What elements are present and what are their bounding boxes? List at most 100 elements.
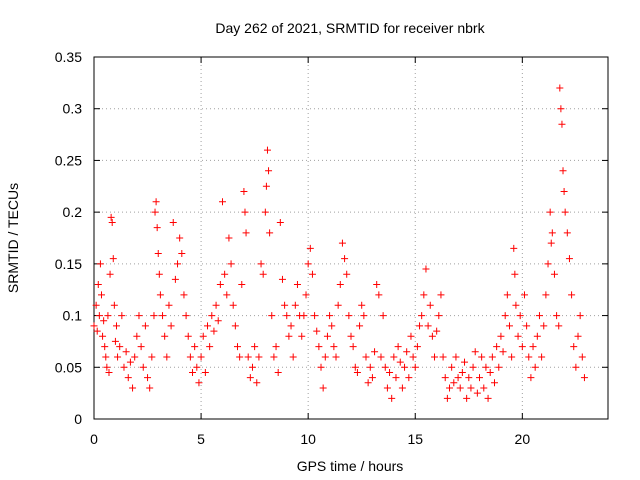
data-point [285,332,293,340]
data-point [92,301,100,309]
data-point [126,358,134,366]
data-point [313,327,321,335]
data-point [304,260,312,268]
data-point [219,198,226,206]
data-point [221,270,229,278]
data-point [338,239,346,247]
y-tick-label: 0 [74,411,82,427]
data-point [96,260,104,268]
data-point [426,301,434,309]
data-point [547,239,555,247]
data-point [456,384,464,392]
data-point [223,291,231,299]
data-point [416,322,424,330]
data-point [90,322,98,330]
data-point [578,353,586,361]
data-point [495,363,503,371]
data-point [153,224,161,232]
data-point [191,343,199,351]
data-point [401,363,409,371]
data-point [156,291,164,299]
data-point [263,146,271,154]
data-point [293,281,301,289]
data-point [106,270,114,278]
data-point [510,244,518,252]
data-point [563,229,571,237]
data-point [266,229,274,237]
data-point [386,368,394,376]
data-point [150,312,158,320]
data-point [527,374,535,382]
data-point [409,353,417,361]
data-point [204,322,212,330]
y-tick-label: 0.3 [63,101,83,117]
data-point [246,374,254,382]
data-point [356,322,364,330]
data-point [116,343,124,351]
data-point [364,379,372,387]
data-point [482,363,490,371]
data-point [276,218,284,226]
data-point [467,384,475,392]
tick-labels: 0 0.05 0.1 0.15 0.2 0.25 0.3 0.35 0 5 10 15 20 [55,49,531,447]
data-point [137,343,145,351]
data-point [210,327,218,335]
data-point [240,187,248,195]
data-point [151,208,159,216]
data-point [565,255,573,263]
data-point [341,255,349,263]
data-point [349,343,357,351]
data-point [306,244,314,252]
data-point [520,291,528,299]
data-point [511,270,519,278]
data-point [161,332,169,340]
data-point [114,353,122,361]
data-point [454,374,462,382]
data-point [465,374,473,382]
data-point [291,301,299,309]
data-point [118,312,126,320]
data-point [176,234,184,242]
data-point [100,317,108,325]
x-tick-label: 0 [90,431,98,447]
data-point [433,327,441,335]
data-point [411,363,419,371]
data-point [236,353,244,361]
data-point [431,353,439,361]
data-point [546,208,554,216]
data-point [439,353,447,361]
data-point [159,312,167,320]
data-point [278,275,286,283]
data-point [97,291,105,299]
data-point [174,260,182,268]
data-point [501,312,509,320]
data-point [167,322,175,330]
data-point [152,198,160,206]
data-point [330,343,338,351]
data-point [452,353,460,361]
data-point [139,363,147,371]
data-point [533,332,541,340]
data-point [558,120,566,128]
data-point [120,363,128,371]
data-point [351,363,359,371]
data-point [505,322,513,330]
data-point [287,322,295,330]
data-point [229,301,237,309]
data-point [556,84,564,92]
data-point [319,384,327,392]
data-point [493,343,501,351]
data-point [358,301,366,309]
data-point [388,394,396,402]
x-tick-label: 15 [407,431,423,447]
data-point [443,394,451,402]
data-point [568,291,576,299]
data-point [531,363,539,371]
data-point [396,358,404,366]
data-point [561,208,569,216]
data-point [580,374,588,382]
data-point [525,353,533,361]
data-point [366,363,374,371]
data-point [251,343,259,351]
